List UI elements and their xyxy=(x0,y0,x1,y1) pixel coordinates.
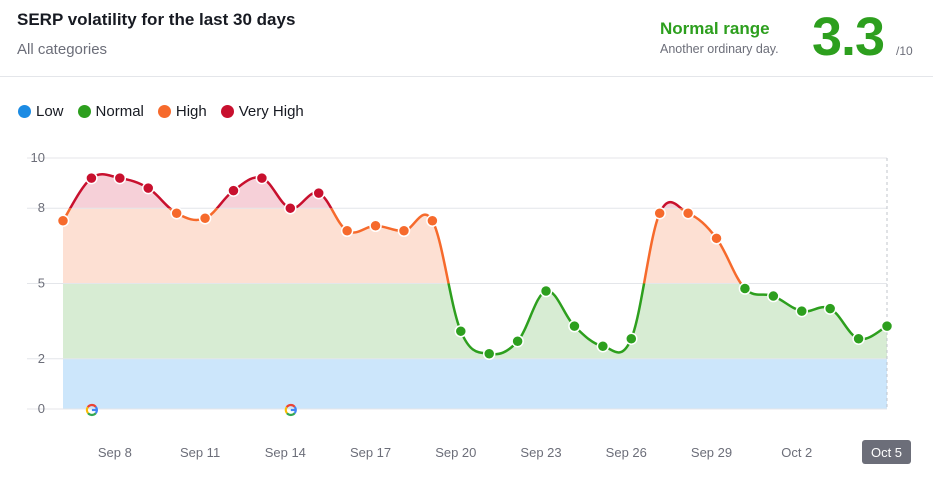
data-point[interactable] xyxy=(767,289,780,303)
data-point[interactable] xyxy=(738,282,752,295)
google-update-icon[interactable] xyxy=(85,403,98,417)
legend-label: Low xyxy=(36,103,64,120)
data-point[interactable] xyxy=(880,319,894,333)
score-max: /10 xyxy=(896,44,913,58)
data-point[interactable] xyxy=(397,224,411,238)
data-point[interactable] xyxy=(795,304,809,318)
legend-dot-icon xyxy=(18,105,31,118)
data-point[interactable] xyxy=(170,206,183,220)
data-point[interactable] xyxy=(653,206,666,220)
data-point[interactable] xyxy=(369,219,382,233)
legend-item-normal[interactable]: Normal xyxy=(77,103,144,120)
volatility-score: 3.3 xyxy=(812,7,885,67)
data-point[interactable] xyxy=(454,324,468,338)
data-point[interactable] xyxy=(113,171,127,185)
legend-dot-icon xyxy=(77,105,91,118)
band-fill-low xyxy=(63,358,887,409)
data-point[interactable] xyxy=(312,186,325,200)
widget-title: SERP volatility for the last 30 days xyxy=(17,10,296,29)
category-subtitle: All categories xyxy=(17,41,108,58)
data-point[interactable] xyxy=(198,211,212,225)
data-point[interactable] xyxy=(539,284,553,298)
data-point[interactable] xyxy=(141,181,155,195)
data-point[interactable] xyxy=(284,201,297,215)
google-update-icon[interactable] xyxy=(284,403,297,417)
data-point[interactable] xyxy=(255,171,269,185)
widget-header: SERP volatility for the last 30 days All… xyxy=(0,0,933,77)
data-point[interactable] xyxy=(227,184,240,197)
legend-label: Normal xyxy=(95,103,144,120)
data-point[interactable] xyxy=(511,334,524,348)
x-tick-label: Oct 5 xyxy=(871,445,902,460)
band-fill-very-high xyxy=(63,174,887,209)
x-tick-label: Sep 14 xyxy=(265,445,306,460)
x-tick-label: Sep 26 xyxy=(606,445,647,460)
range-label: Normal range xyxy=(660,19,770,38)
data-point[interactable] xyxy=(625,332,638,345)
data-point[interactable] xyxy=(681,206,695,220)
data-point[interactable] xyxy=(56,214,70,227)
legend-item-very-high[interactable]: Very High xyxy=(220,103,304,120)
x-tick-label: Oct 2 xyxy=(781,445,812,460)
data-point[interactable] xyxy=(482,347,496,361)
y-tick-label: 2 xyxy=(38,351,45,366)
data-point[interactable] xyxy=(85,171,98,185)
y-tick-label: 10 xyxy=(31,150,45,165)
selected-date-badge[interactable] xyxy=(862,440,911,464)
data-point[interactable] xyxy=(596,340,610,353)
legend-dot-icon xyxy=(220,105,234,118)
legend-label: Very High xyxy=(238,103,304,120)
data-point[interactable] xyxy=(340,224,354,238)
y-tick-label: 8 xyxy=(38,200,45,215)
data-point[interactable] xyxy=(852,332,865,345)
x-tick-label: Sep 20 xyxy=(435,445,476,460)
legend-dot-icon xyxy=(157,105,171,118)
legend-item-high[interactable]: High xyxy=(157,103,207,120)
band-fill-high xyxy=(63,208,887,284)
x-tick-label: Sep 17 xyxy=(350,445,391,460)
x-tick-label: Sep 8 xyxy=(98,445,132,460)
y-tick-label: 5 xyxy=(38,276,45,291)
x-tick-label: Sep 11 xyxy=(180,445,220,460)
chart-legend: Low Normal High Very High xyxy=(18,103,304,120)
data-point[interactable] xyxy=(568,319,581,333)
data-point[interactable] xyxy=(710,232,723,245)
y-tick-label: 0 xyxy=(38,401,45,416)
x-tick-label: Sep 23 xyxy=(520,445,561,460)
range-description: Another ordinary day. xyxy=(660,42,779,56)
data-point[interactable] xyxy=(823,302,837,315)
data-point[interactable] xyxy=(426,214,439,227)
x-tick-label: Sep 29 xyxy=(691,445,732,460)
legend-item-low[interactable]: Low xyxy=(18,103,64,120)
legend-label: High xyxy=(175,103,207,120)
